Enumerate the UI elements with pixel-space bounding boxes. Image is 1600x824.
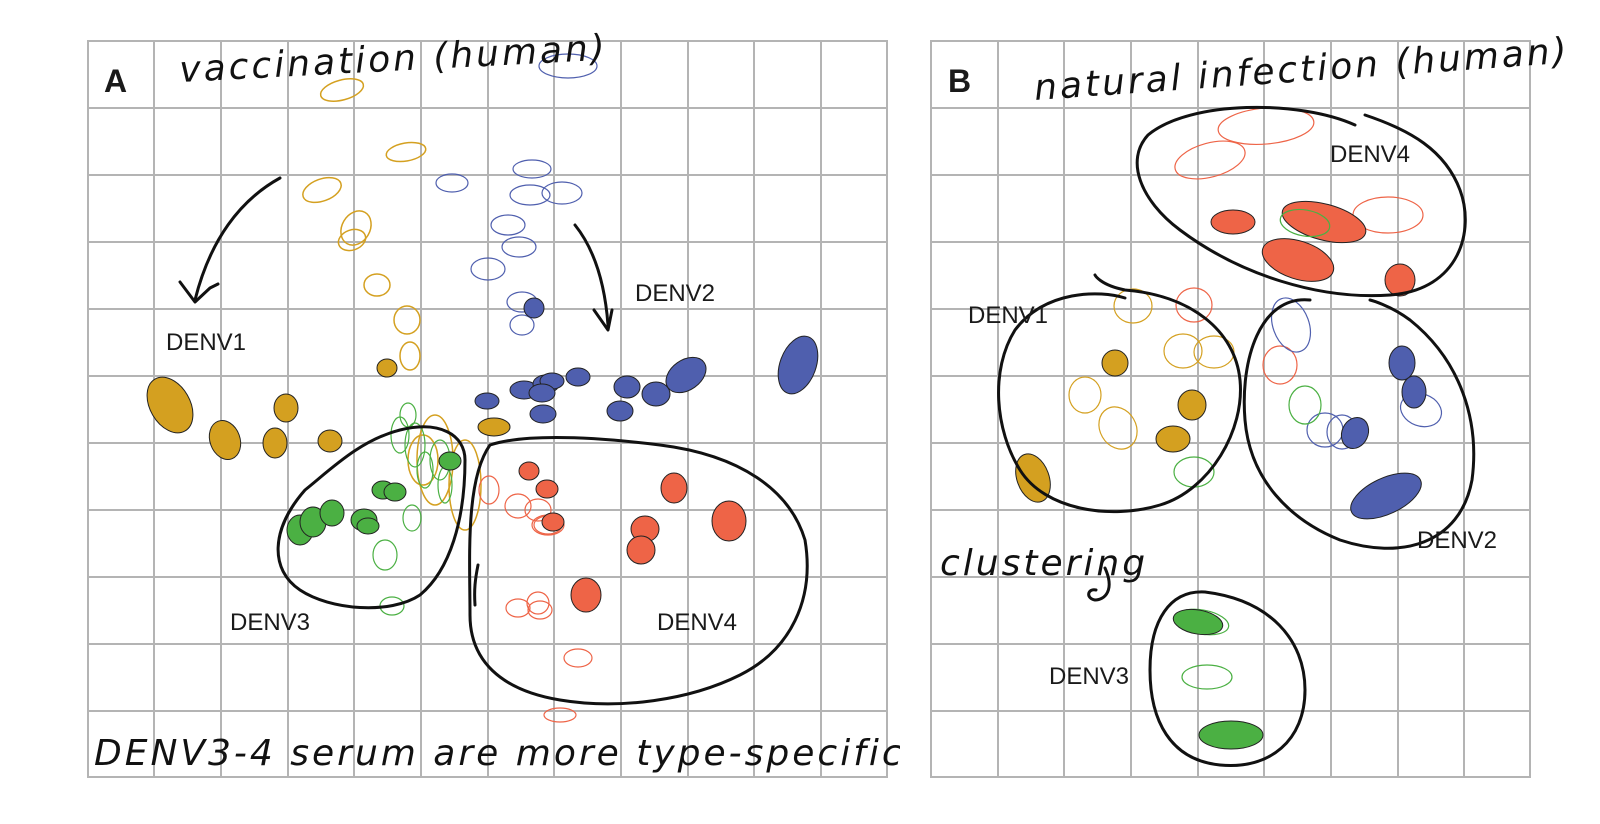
- denv4-viruses-b: [1210, 200, 1416, 297]
- denv2-viruses-a: [474, 297, 819, 424]
- denv1-sera-b: [1068, 288, 1235, 450]
- label-denv1-a: DENV1: [166, 329, 246, 356]
- label-denv3-b: DENV3: [1049, 663, 1129, 690]
- arrow-denv1: [193, 176, 282, 302]
- hand-drawn-annotations-b: [997, 105, 1476, 768]
- denv1-cluster-outline-b: [997, 273, 1242, 514]
- denv2-viruses-b: [1340, 345, 1427, 520]
- denv4-sera-a: [478, 475, 593, 723]
- label-denv1-b: DENV1: [968, 302, 1048, 329]
- clustering-arrow-b: [1087, 566, 1111, 602]
- arrow-denv2: [573, 223, 610, 327]
- denv1-viruses-a: [146, 358, 511, 460]
- label-denv2-b: DENV2: [1417, 527, 1497, 554]
- label-denv4-a: DENV4: [657, 609, 737, 636]
- denv4-cluster-outline: [468, 436, 809, 706]
- denv3-cluster-outline: [276, 425, 467, 610]
- annotation-title-a: vaccination (human): [178, 28, 608, 91]
- annotation-footer-a: DENV3-4 serum are more type-specific: [94, 733, 900, 774]
- pointer-denv34: [473, 563, 480, 607]
- label-denv4-b: DENV4: [1330, 141, 1410, 168]
- annotation-clustering-b: clustering: [940, 543, 1148, 584]
- denv3-viruses-a: [286, 451, 462, 546]
- denv1-viruses-b: [1015, 349, 1207, 503]
- panel-b: B: [900, 0, 1600, 824]
- denv4-cluster-outline-b: [1135, 105, 1467, 298]
- panel-a: A: [87, 28, 900, 778]
- denv3-cluster-outline-b: [1148, 590, 1307, 768]
- grid-b: [930, 40, 1531, 778]
- panel-letter-b: B: [948, 63, 971, 99]
- denv4-viruses-a: [518, 461, 747, 613]
- panel-a-map: A: [87, 28, 900, 778]
- panel-b-map: B: [930, 31, 1571, 778]
- label-denv3-a: DENV3: [230, 609, 310, 636]
- denv2-cluster-outline-b: [1242, 298, 1476, 550]
- panel-letter-a: A: [104, 63, 127, 99]
- hand-drawn-annotations-a: [178, 176, 809, 706]
- denv3-viruses-b: [1172, 608, 1264, 750]
- annotation-title-b: natural infection (human): [1033, 31, 1571, 109]
- label-denv2-a: DENV2: [635, 280, 715, 307]
- denv2-sera-a: [435, 53, 598, 336]
